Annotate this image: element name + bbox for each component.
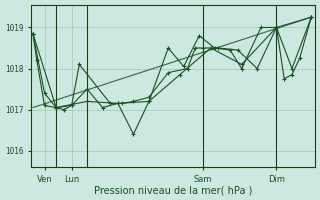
X-axis label: Pression niveau de la mer( hPa ): Pression niveau de la mer( hPa ): [94, 185, 252, 195]
